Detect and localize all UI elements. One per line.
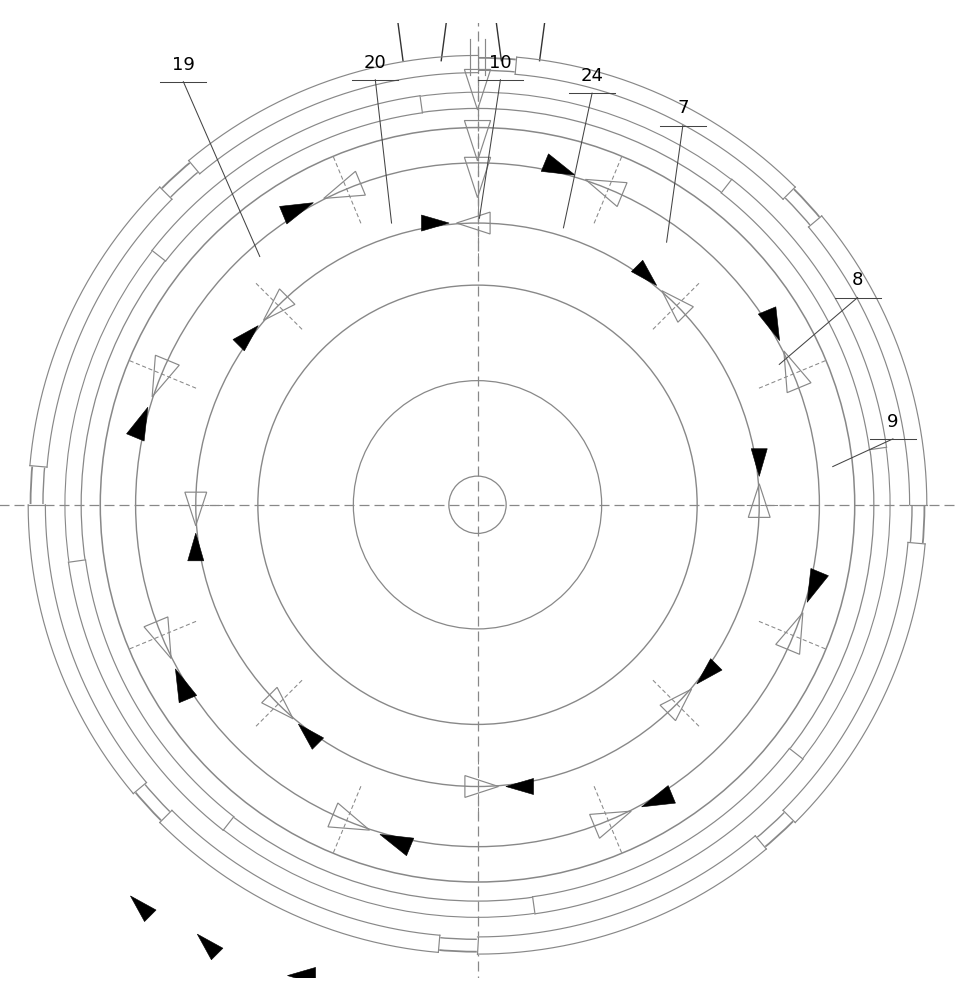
Polygon shape — [189, 55, 478, 174]
Polygon shape — [383, 987, 411, 1000]
Polygon shape — [188, 533, 203, 561]
Polygon shape — [127, 407, 148, 441]
Polygon shape — [752, 449, 767, 476]
Polygon shape — [721, 179, 886, 450]
Text: 19: 19 — [172, 56, 195, 74]
Polygon shape — [30, 187, 172, 467]
Polygon shape — [198, 934, 223, 960]
Polygon shape — [515, 57, 796, 199]
Polygon shape — [159, 810, 440, 952]
Polygon shape — [541, 154, 575, 175]
Polygon shape — [176, 669, 197, 703]
Polygon shape — [233, 326, 258, 351]
Polygon shape — [809, 216, 926, 505]
Polygon shape — [631, 260, 657, 286]
Polygon shape — [421, 215, 449, 231]
Polygon shape — [533, 748, 803, 914]
Polygon shape — [69, 560, 234, 830]
Polygon shape — [131, 896, 156, 922]
Polygon shape — [28, 505, 146, 794]
Polygon shape — [280, 203, 313, 224]
Text: 9: 9 — [887, 413, 899, 431]
Text: 24: 24 — [581, 67, 604, 85]
Polygon shape — [758, 307, 779, 341]
Polygon shape — [807, 568, 828, 602]
Polygon shape — [152, 96, 422, 261]
Polygon shape — [783, 542, 925, 822]
Polygon shape — [642, 786, 675, 807]
Polygon shape — [298, 724, 324, 749]
Polygon shape — [697, 659, 722, 684]
Polygon shape — [380, 834, 414, 856]
Text: 10: 10 — [489, 54, 512, 72]
Text: 8: 8 — [852, 271, 863, 289]
Text: 7: 7 — [677, 99, 689, 117]
Polygon shape — [287, 967, 315, 984]
Polygon shape — [506, 778, 534, 795]
Text: 20: 20 — [364, 54, 387, 72]
Polygon shape — [478, 836, 766, 954]
